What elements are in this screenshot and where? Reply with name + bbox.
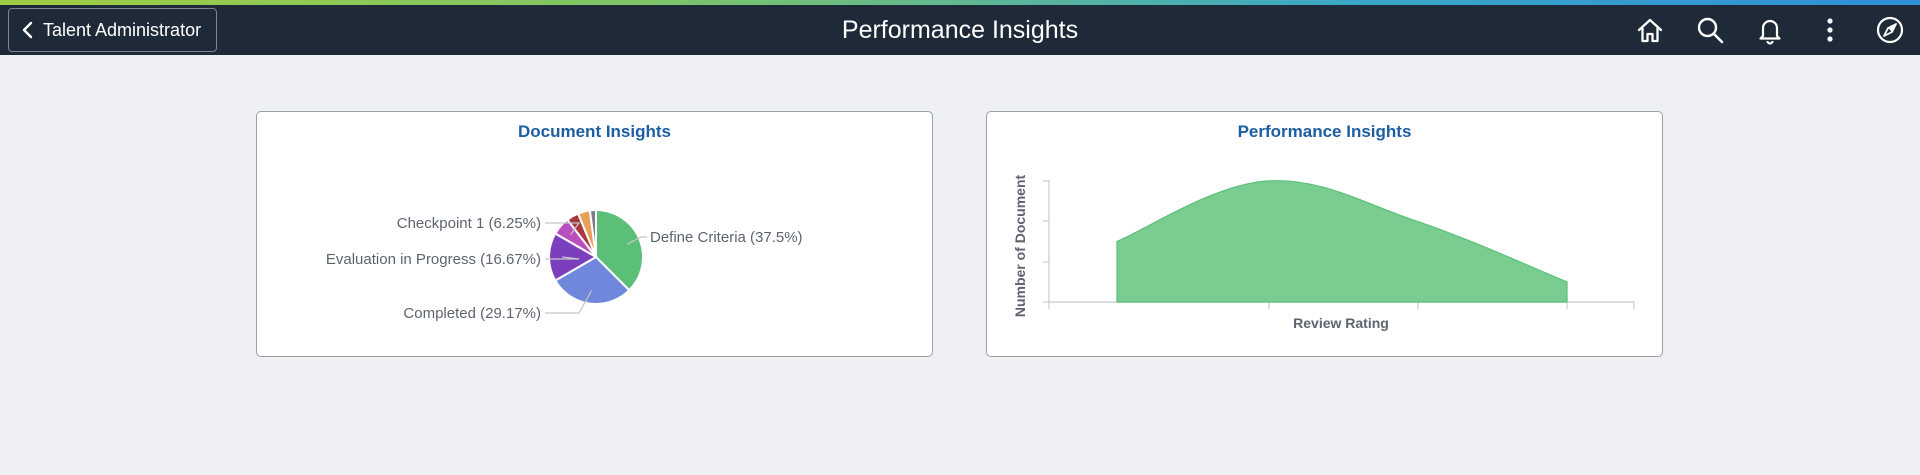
pie-label-define-criteria: Define Criteria (37.5%) (650, 229, 803, 246)
pie-label-evaluation-in-progress: Evaluation in Progress (16.67%) (326, 251, 541, 268)
y-axis-label: Number of Document (1012, 174, 1028, 317)
performance-insights-title[interactable]: Performance Insights (1237, 122, 1412, 141)
document-pie-chart: Define Criteria (37.5%) Completed (29.17… (326, 208, 803, 322)
pie-leader-line-1 (545, 290, 593, 314)
y-axis (1043, 180, 1050, 303)
document-insights-tile[interactable]: Document Insights Define Criteria (37.5%… (256, 111, 933, 357)
chevron-left-icon (22, 21, 33, 39)
pie-slice-0[interactable] (595, 208, 644, 292)
search-icon[interactable] (1695, 15, 1725, 45)
pie-leader-line-0 (626, 236, 647, 245)
performance-area-chart: Review Rating Number of Document (1012, 174, 1635, 331)
app-header: Talent Administrator Performance Insight… (0, 5, 1920, 55)
page-title: Performance Insights (841, 16, 1079, 44)
brand-color-strip (0, 0, 1920, 5)
document-insights-title[interactable]: Document Insights (517, 122, 671, 141)
back-button[interactable]: Talent Administrator (8, 8, 217, 52)
home-icon[interactable] (1635, 15, 1665, 45)
pie-leader-line-2 (545, 256, 580, 260)
compass-icon[interactable] (1875, 15, 1905, 45)
pie-slice-6[interactable] (588, 208, 597, 258)
pie-label-checkpoint-1: Checkpoint 1 (6.25%) (397, 215, 541, 232)
pie-label-completed: Completed (29.17%) (403, 305, 541, 322)
pie-leader-line-3 (545, 222, 581, 236)
x-axis (1048, 301, 1635, 309)
area-series (1116, 180, 1568, 303)
more-icon[interactable] (1815, 15, 1845, 45)
performance-insights-tile[interactable]: Performance Insights Review Rating Numbe… (986, 111, 1663, 357)
x-axis-label: Review Rating (1293, 315, 1389, 331)
back-button-label: Talent Administrator (43, 19, 202, 40)
bell-icon[interactable] (1755, 15, 1785, 45)
pie-slice-1[interactable] (553, 255, 631, 305)
